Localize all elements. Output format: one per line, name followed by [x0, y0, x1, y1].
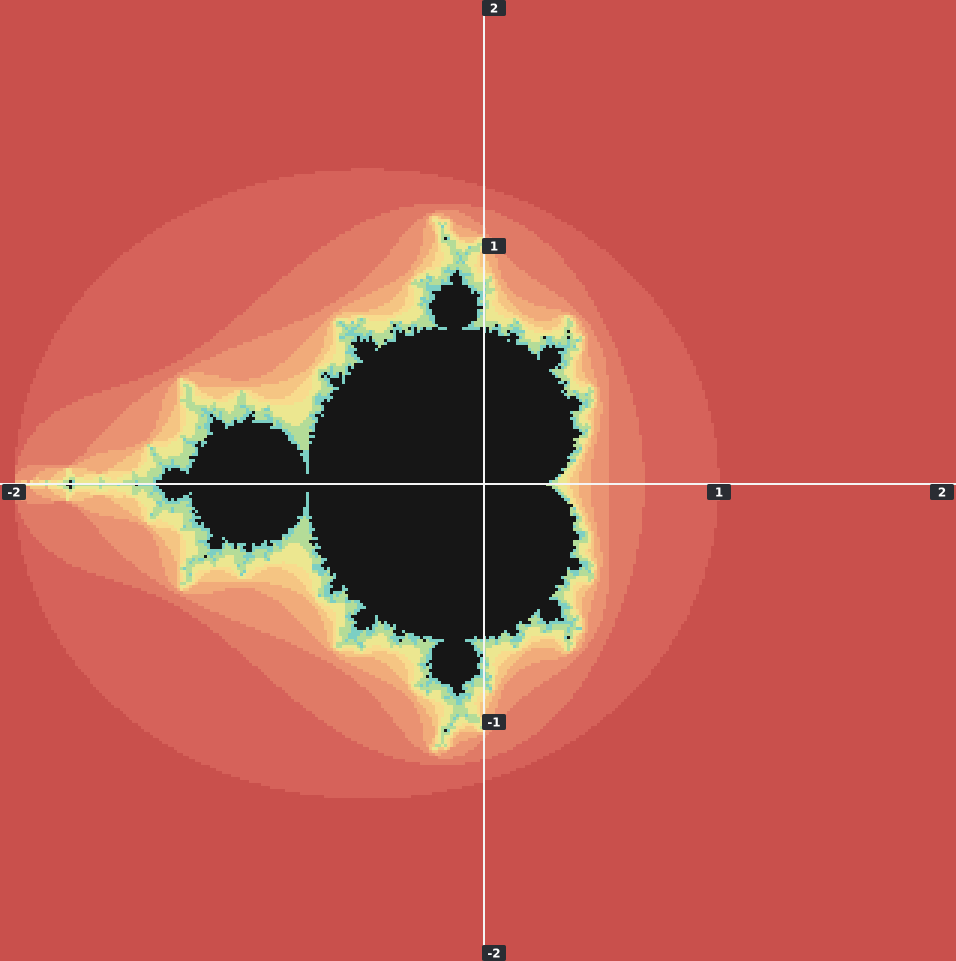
- y-tick-label: 2: [490, 2, 498, 16]
- fractal-plot: -2 1 2 2 1 -1 -2: [0, 0, 956, 961]
- x-tick-label: 1: [715, 486, 723, 500]
- y-tick-label: -2: [487, 947, 500, 961]
- page: -21221-1-2 (() => { const data = JSON.pa…: [0, 0, 956, 961]
- x-tick-label: 2: [938, 486, 946, 500]
- y-tick-label: -1: [487, 716, 500, 730]
- x-tick-label: -2: [7, 486, 20, 500]
- y-tick-label: 1: [490, 240, 498, 254]
